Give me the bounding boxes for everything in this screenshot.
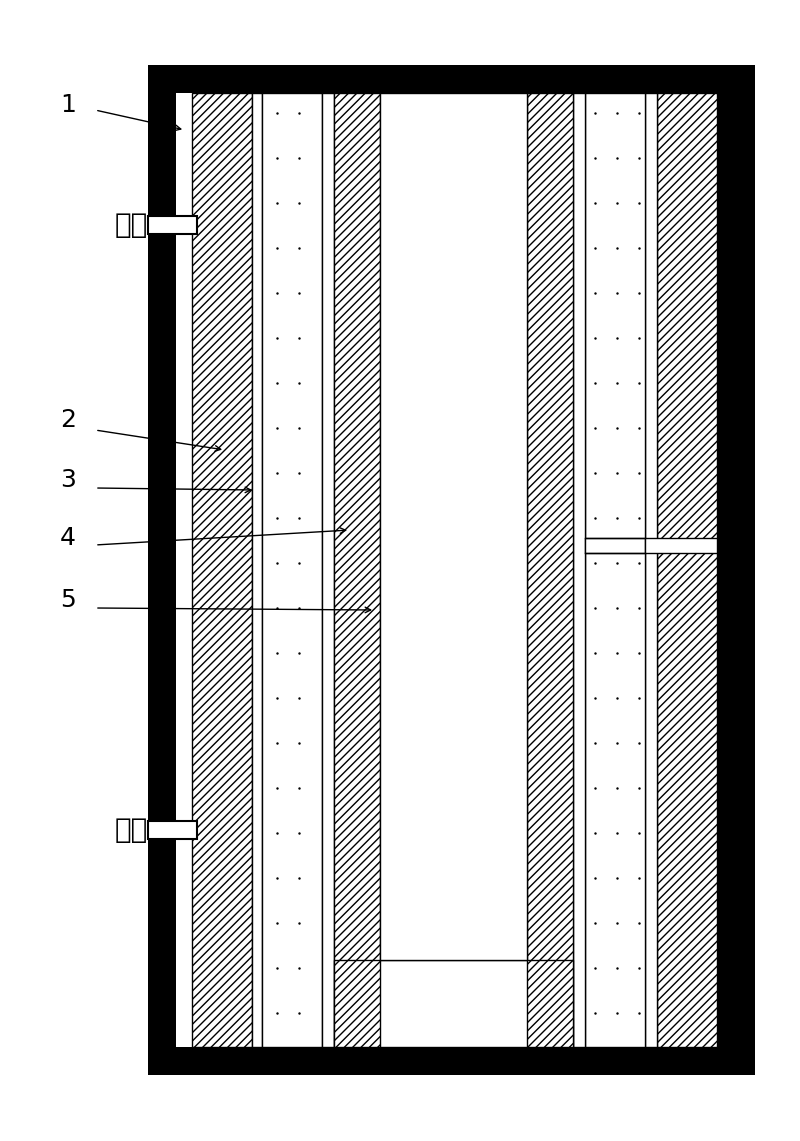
Bar — [148, 65, 176, 1075]
Bar — [380, 960, 527, 1047]
Bar — [527, 94, 573, 1047]
Text: 出口: 出口 — [114, 211, 148, 238]
Text: 4: 4 — [60, 526, 76, 550]
Bar — [334, 960, 573, 1047]
Bar — [717, 65, 755, 1075]
Text: 1: 1 — [60, 94, 76, 118]
Bar — [585, 539, 645, 553]
Bar — [645, 94, 657, 1047]
Bar — [148, 216, 168, 234]
Text: 2: 2 — [60, 408, 76, 432]
Bar — [148, 822, 197, 839]
Text: 5: 5 — [60, 588, 76, 612]
Bar — [657, 94, 717, 1047]
Text: 3: 3 — [60, 468, 76, 492]
Bar — [192, 94, 252, 1047]
Bar — [380, 94, 527, 960]
Bar — [252, 94, 262, 1047]
Bar — [573, 94, 585, 1047]
Text: 进口: 进口 — [114, 816, 148, 844]
Bar — [148, 822, 168, 839]
Bar — [322, 94, 334, 1047]
Bar — [262, 94, 322, 1047]
Bar — [176, 94, 727, 1047]
Bar — [334, 94, 380, 1047]
Bar — [585, 94, 645, 1047]
Bar — [645, 539, 717, 553]
Bar — [148, 216, 197, 234]
Bar — [148, 65, 755, 1075]
